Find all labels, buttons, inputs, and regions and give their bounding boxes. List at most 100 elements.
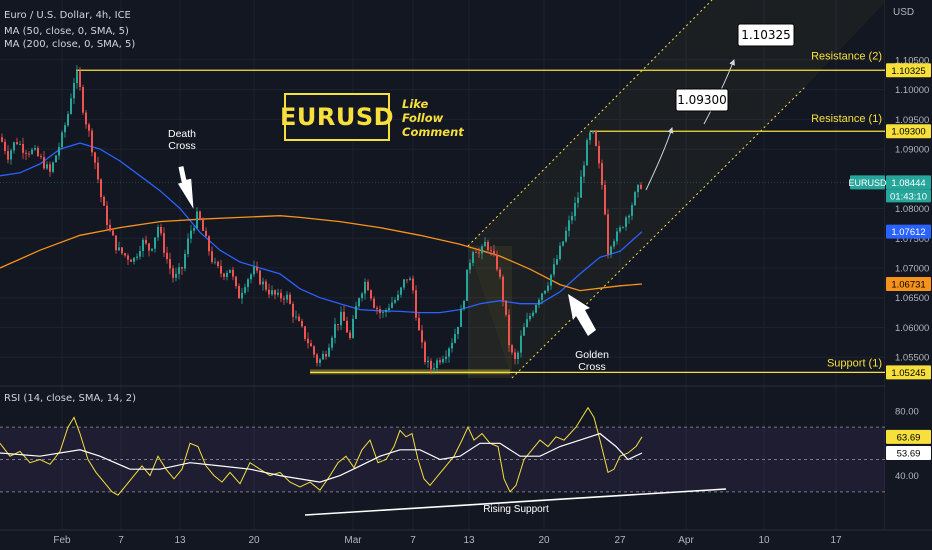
candle-body: [388, 307, 390, 310]
candle-body: [313, 346, 315, 355]
candle-body: [109, 224, 111, 231]
rising-channel: [467, 0, 885, 379]
candle-body: [526, 319, 528, 327]
candle-body: [295, 316, 297, 318]
candle-body: [538, 299, 540, 305]
support-1-tag-text: 1.05245: [891, 368, 925, 379]
candle-body: [463, 300, 465, 309]
candle-body: [616, 231, 618, 242]
price-tick: 1.10000: [895, 85, 929, 96]
rsi-ma-value-tag: [886, 446, 931, 460]
time-tick: Feb: [53, 535, 71, 546]
price-tick: 1.07000: [895, 263, 929, 274]
time-axis-bg: [0, 530, 932, 550]
price-axis-bg: [885, 0, 932, 550]
candle-body: [277, 292, 279, 295]
candle-body: [238, 286, 240, 299]
candle-body: [244, 287, 246, 293]
time-tick: 13: [463, 535, 475, 546]
candle-body: [547, 285, 549, 291]
rsi-value-tag-text: 63.69: [897, 432, 921, 443]
candle-body: [163, 233, 165, 253]
candle-body: [430, 360, 432, 369]
candle-body: [490, 250, 492, 251]
candle-body: [379, 309, 381, 314]
candle-body: [121, 247, 123, 254]
symbol-tag: [850, 175, 885, 190]
candle-body: [517, 352, 519, 359]
time-tick: 17: [830, 535, 842, 546]
candle-body: [448, 348, 450, 357]
candle-body: [364, 281, 366, 294]
candle-body: [514, 352, 516, 359]
candle-body: [376, 307, 378, 310]
candle-body: [58, 147, 60, 156]
candle-body: [415, 290, 417, 318]
rsi-legend: RSI (14, close, SMA, 14, 2): [4, 393, 137, 404]
projection-arrows: 1.09300 1.10325: [645, 23, 795, 191]
rsi-ma-line: [0, 432, 643, 483]
candle-body: [55, 155, 57, 163]
candle-body: [283, 298, 285, 300]
candle-body: [583, 165, 585, 177]
ma200-tag: [886, 276, 931, 291]
candle-body: [562, 241, 564, 246]
symbol-title: Euro / U.S. Dollar, 4h, ICE: [4, 10, 131, 21]
time-tick: Apr: [678, 535, 694, 546]
candle-body: [49, 164, 51, 172]
candle-body: [64, 125, 66, 133]
candle-body: [241, 292, 243, 299]
candle-body: [106, 205, 108, 225]
candle-body: [418, 317, 420, 331]
candle-body: [196, 211, 198, 229]
candle-body: [412, 278, 414, 291]
candle-body: [247, 279, 249, 288]
price-tick: 1.07500: [895, 234, 929, 245]
candle-body: [34, 148, 36, 150]
candle-body: [217, 261, 219, 266]
rsi-tick: 80.00: [895, 406, 919, 417]
time-tick: 20: [538, 535, 550, 546]
candle-body: [568, 220, 570, 231]
candle-body: [580, 176, 582, 198]
candle-body: [565, 230, 567, 242]
price-tick: 1.09500: [895, 115, 929, 126]
candle-body: [154, 237, 156, 249]
ma50-legend: MA (50, close, 0, SMA, 5): [4, 26, 129, 37]
candle-body: [160, 227, 162, 234]
candle-body: [4, 141, 6, 151]
candle-body: [529, 315, 531, 320]
candle-body: [16, 142, 18, 145]
candle-body: [352, 318, 354, 338]
candle-body: [262, 281, 264, 285]
eurusd-title-box: EURUSD: [280, 93, 394, 141]
candle-body: [148, 243, 150, 251]
candle-body: [358, 298, 360, 307]
candle-body: [592, 131, 594, 133]
candle-body: [424, 342, 426, 363]
horizontal-levels: Resistance (2) Resistance (1) Support (1): [76, 50, 885, 375]
channel-lower-line: [511, 85, 807, 379]
rising-support-line: [304, 488, 727, 516]
candle-body: [607, 214, 609, 254]
time-tick: 7: [118, 535, 124, 546]
candle-body: [259, 270, 261, 285]
price-tick: 1.05500: [895, 353, 929, 364]
candle-body: [319, 359, 321, 363]
candle-body: [535, 304, 537, 313]
rsi-tick: 40.00: [895, 471, 919, 482]
candle-body: [532, 312, 534, 316]
cta-follow: Follow: [402, 111, 444, 125]
candle-body: [220, 265, 222, 274]
candle-body: [70, 98, 72, 114]
price-tick: 1.06000: [895, 323, 929, 334]
candle-body: [541, 293, 543, 300]
candle-body: [634, 192, 636, 206]
candle-body: [193, 228, 195, 231]
candle-body: [544, 290, 546, 294]
projection-arrow-1: [645, 127, 674, 191]
candle-body: [631, 205, 633, 216]
candle-body: [94, 152, 96, 163]
candle-body: [172, 268, 174, 278]
